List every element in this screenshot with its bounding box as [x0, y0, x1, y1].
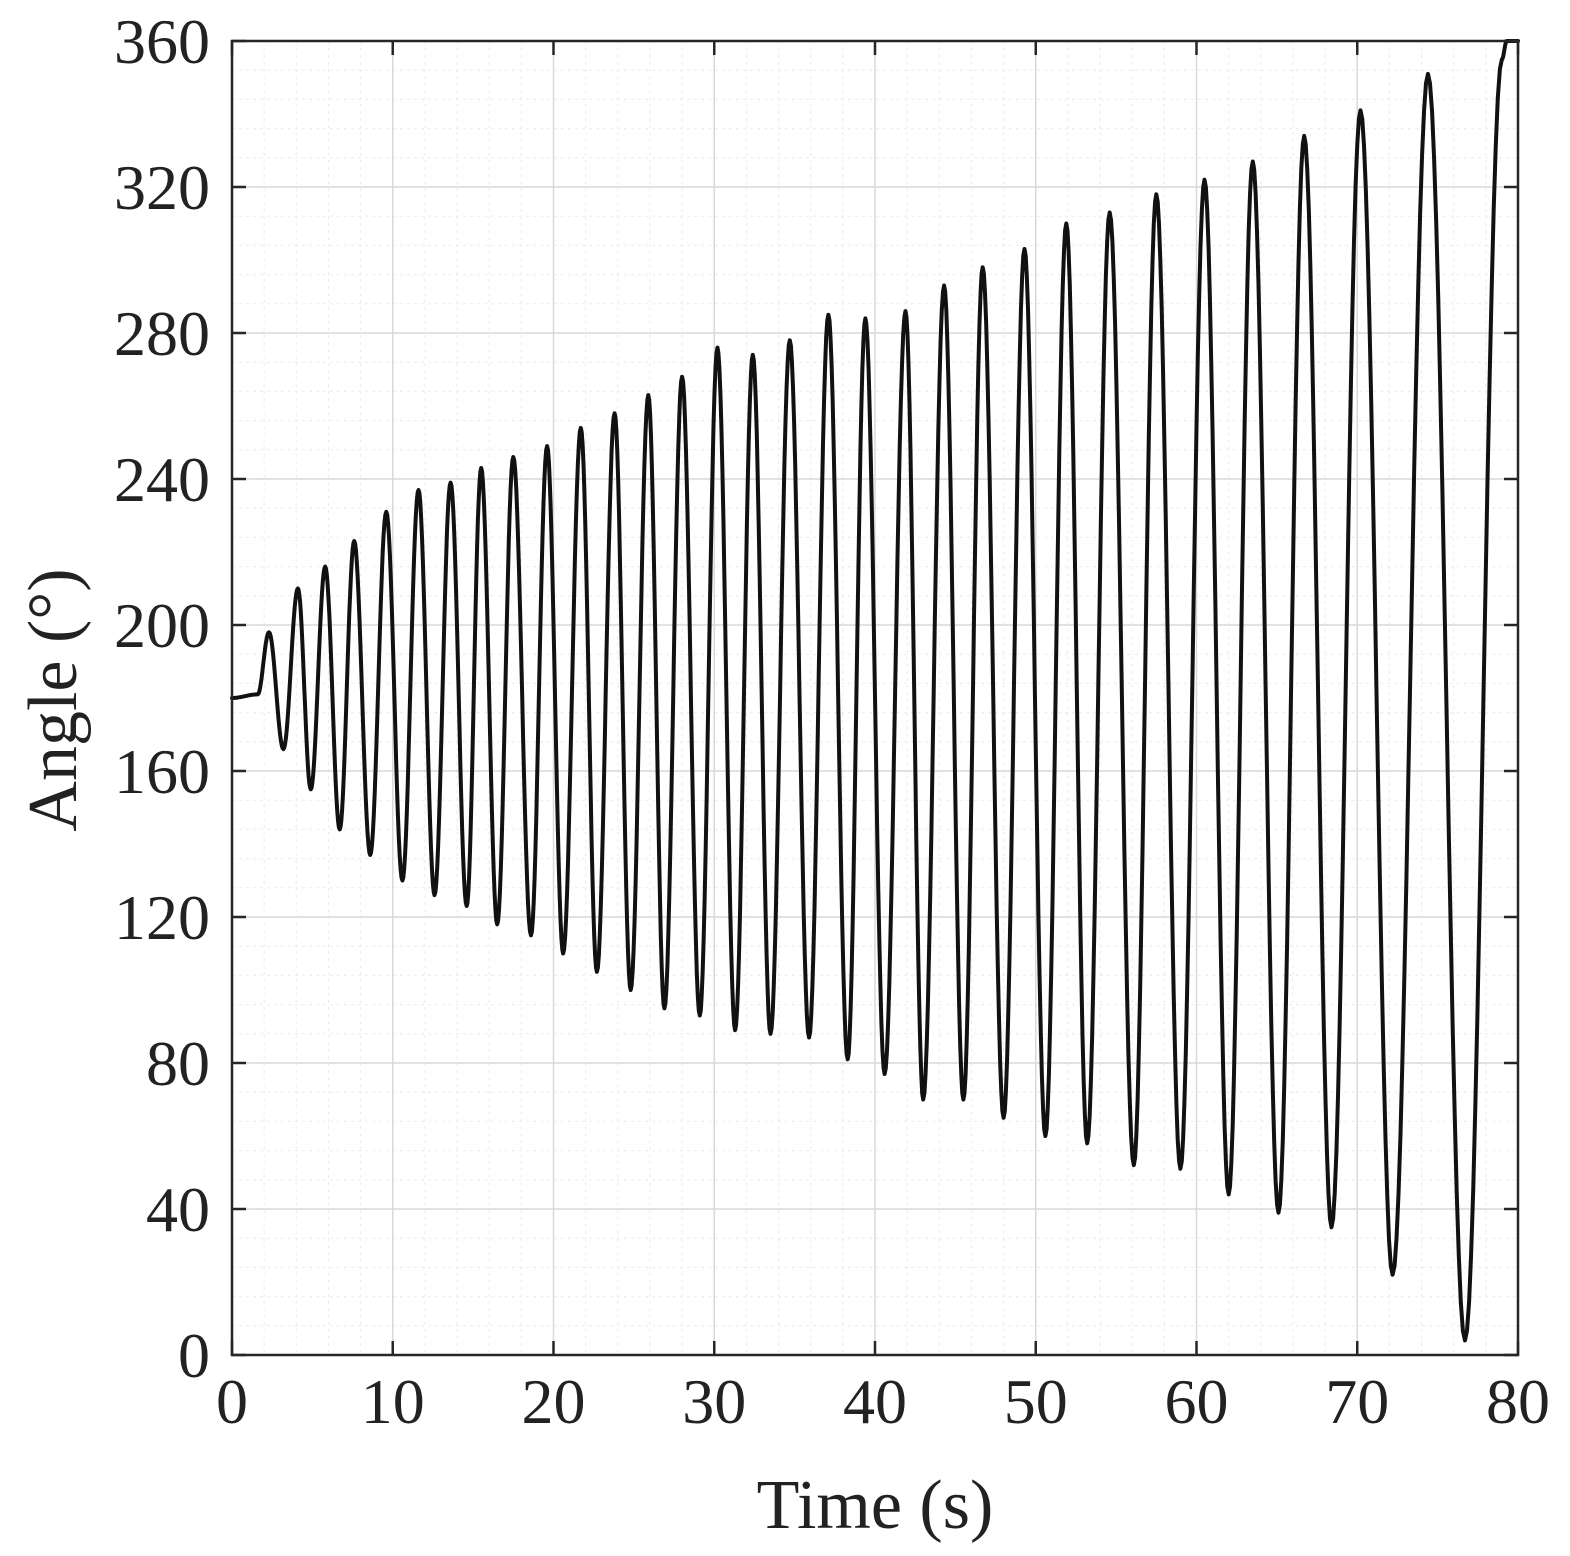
y-tick-label: 40 — [146, 1174, 210, 1245]
y-tick-label: 0 — [178, 1320, 210, 1391]
x-tick-label: 30 — [682, 1366, 746, 1437]
y-tick-label: 80 — [146, 1028, 210, 1099]
x-tick-label: 50 — [1004, 1366, 1068, 1437]
x-tick-label: 60 — [1165, 1366, 1229, 1437]
x-tick-label: 40 — [843, 1366, 907, 1437]
x-tick-label: 70 — [1325, 1366, 1389, 1437]
y-tick-label: 200 — [114, 590, 210, 661]
x-tick-labels: 0 10 20 30 40 50 60 70 80 — [216, 1366, 1550, 1437]
y-tick-label: 240 — [114, 444, 210, 515]
y-tick-label: 320 — [114, 152, 210, 223]
y-tick-label: 120 — [114, 882, 210, 953]
y-tick-label: 160 — [114, 736, 210, 807]
y-axis-label: Angle (°) — [15, 568, 92, 831]
y-tick-label: 280 — [114, 298, 210, 369]
y-tick-labels: 0 40 80 120 160 200 240 280 320 360 — [114, 6, 210, 1391]
x-tick-label: 20 — [522, 1366, 586, 1437]
y-tick-label: 360 — [114, 6, 210, 77]
series-line-angle — [230, 39, 1520, 1343]
tick-marks — [230, 39, 1520, 1357]
x-tick-label: 80 — [1486, 1366, 1550, 1437]
x-tick-label: 10 — [361, 1366, 425, 1437]
x-tick-label: 0 — [216, 1366, 248, 1437]
x-axis-label: Time (s) — [757, 1467, 994, 1544]
minor-grid — [232, 41, 1518, 1355]
